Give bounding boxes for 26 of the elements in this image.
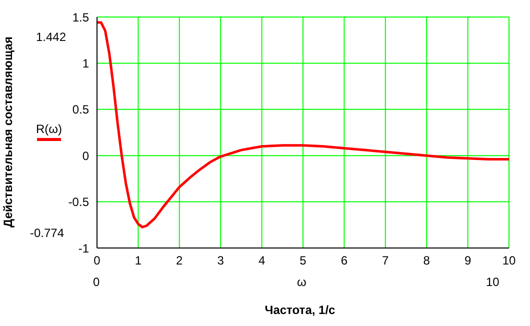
y-tick-label: 1	[82, 56, 90, 70]
y-tick-label: 0	[82, 148, 90, 163]
x-tick-label: 4	[258, 254, 266, 268]
x-tick-label: 2	[176, 254, 184, 268]
x-tick-label: 10	[502, 254, 516, 268]
x-tick-label: 1	[134, 254, 142, 268]
x-tick-label: 6	[340, 254, 348, 268]
y-tick-label: -1	[78, 241, 90, 256]
y-tick-label: 1.5	[72, 10, 90, 24]
x-tick-label: 7	[382, 254, 390, 268]
y-axis-title: Действительная составляющая	[1, 36, 15, 228]
x-tick-label: 8	[423, 254, 430, 268]
text: 1.442	[36, 30, 66, 44]
x-axis-title: Частота, 1/с	[264, 303, 336, 317]
text: 10	[486, 275, 500, 289]
text: R(ω)	[36, 122, 62, 136]
x-tick-label: 5	[300, 254, 307, 268]
text: ω	[297, 275, 306, 289]
x-tick-label: 0	[94, 254, 101, 268]
x-tick-label: 3	[217, 254, 224, 268]
line-series	[97, 21, 509, 228]
text: 0	[93, 275, 100, 289]
text: -0.774	[30, 226, 64, 240]
y-tick-label: -0.5	[68, 195, 90, 210]
y-tick-label: 0.5	[72, 102, 90, 117]
x-tick-label: 9	[464, 254, 472, 268]
